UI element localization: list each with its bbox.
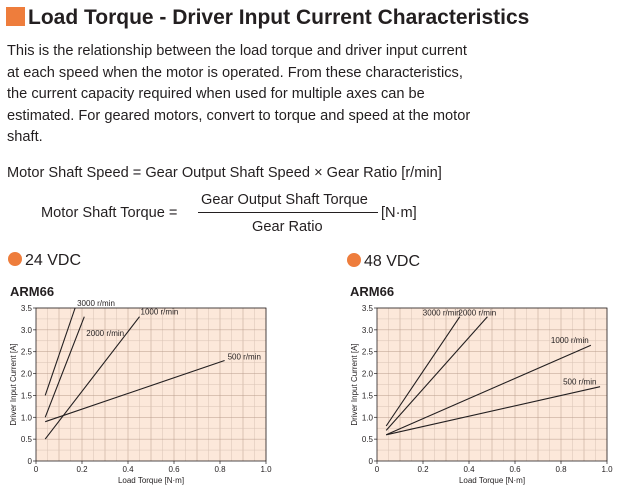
series-line	[385, 344, 592, 436]
orange-dot-icon	[347, 253, 361, 267]
series-line	[44, 316, 140, 440]
y-tick-label: 2.5	[362, 348, 374, 357]
x-tick-label: 0.8	[555, 465, 567, 474]
y-tick-label: 2.0	[362, 370, 374, 379]
x-axis-label: Load Torque [N·m]	[459, 476, 525, 485]
series-label: 2000 r/min	[86, 329, 124, 338]
x-tick-label: 0.2	[76, 465, 88, 474]
speed-formula: Motor Shaft Speed = Gear Output Shaft Sp…	[7, 165, 442, 181]
x-tick-label: 0.2	[417, 465, 429, 474]
y-tick-label: 1.0	[21, 413, 33, 422]
plot-frame	[35, 307, 267, 462]
y-tick-label: 3.5	[362, 304, 374, 313]
orange-dot-icon	[8, 252, 22, 266]
series-label: 1000 r/min	[551, 336, 589, 345]
torque-formula-numerator: Gear Output Shaft Torque	[201, 192, 368, 208]
orange-square-icon	[6, 7, 25, 26]
torque-formula-unit: [N·m]	[381, 205, 417, 221]
torque-formula-denominator: Gear Ratio	[252, 219, 323, 235]
series-label: 500 r/min	[563, 378, 596, 387]
series-label: 3000 r/min	[77, 299, 115, 308]
series-line	[45, 359, 225, 423]
page-title-text: Load Torque - Driver Input Current Chara…	[28, 6, 530, 29]
page-title: Load Torque - Driver Input Current Chara…	[6, 6, 529, 30]
y-tick-label: 2.0	[21, 370, 33, 379]
series-line	[385, 316, 461, 427]
series-label: 2000 r/min	[458, 309, 496, 318]
series-line	[385, 316, 488, 431]
x-tick-label: 1.0	[260, 465, 272, 474]
y-tick-label: 3.0	[21, 326, 33, 335]
torque-formula-left: Motor Shaft Torque =	[41, 205, 178, 221]
y-axis-label: Driver Input Current [A]	[9, 343, 18, 425]
x-tick-label: 0.8	[214, 465, 226, 474]
x-tick-label: 0	[375, 465, 380, 474]
y-tick-label: 0.5	[21, 435, 33, 444]
y-axis-label: Driver Input Current [A]	[350, 343, 359, 425]
y-tick-label: 0	[28, 457, 33, 466]
x-tick-label: 1.0	[601, 465, 613, 474]
y-tick-label: 3.0	[362, 326, 374, 335]
y-tick-label: 1.5	[362, 391, 374, 400]
series-label: 3000 r/min	[423, 309, 461, 318]
intro-paragraph: This is the relationship between the loa…	[7, 43, 471, 145]
y-tick-label: 1.5	[21, 391, 33, 400]
series-line	[44, 316, 85, 418]
fraction-bar	[198, 212, 378, 213]
x-tick-label: 0	[34, 465, 39, 474]
chart-48vdc: 0 0.2 0.4 0.6 0.8 1.0 0 0.5 1.0 1.5 2.0 2.5 3.0 3.5 Lo…	[350, 304, 613, 485]
series-label: 1000 r/min	[141, 308, 179, 317]
x-tick-label: 0.4	[463, 465, 475, 474]
y-tick-label: 0	[369, 457, 374, 466]
y-tick-label: 0.5	[362, 435, 374, 444]
model-label-24: ARM66	[10, 284, 55, 299]
x-tick-label: 0.6	[168, 465, 180, 474]
x-tick-label: 0.4	[122, 465, 134, 474]
series-line	[44, 307, 76, 396]
voltage-title-24-text: 24 VDC	[25, 252, 82, 269]
plot-frame	[376, 307, 608, 462]
y-tick-label: 3.5	[21, 304, 33, 313]
model-label-48: ARM66	[350, 284, 395, 299]
voltage-title-24: 24 VDC	[8, 252, 81, 270]
x-axis-label: Load Torque [N·m]	[118, 476, 184, 485]
series-label: 500 r/min	[228, 352, 261, 361]
voltage-title-48: 48 VDC	[347, 253, 420, 271]
series-line	[386, 386, 601, 436]
voltage-title-48-text: 48 VDC	[364, 253, 421, 270]
x-tick-label: 0.6	[509, 465, 521, 474]
y-tick-label: 2.5	[21, 348, 33, 357]
y-tick-label: 1.0	[362, 413, 374, 422]
chart-24vdc: 0 0.2 0.4 0.6 0.8 1.0 0 0.5 1.0 1.5 2.0 2.5 3.0 3.5 Lo…	[9, 299, 272, 485]
